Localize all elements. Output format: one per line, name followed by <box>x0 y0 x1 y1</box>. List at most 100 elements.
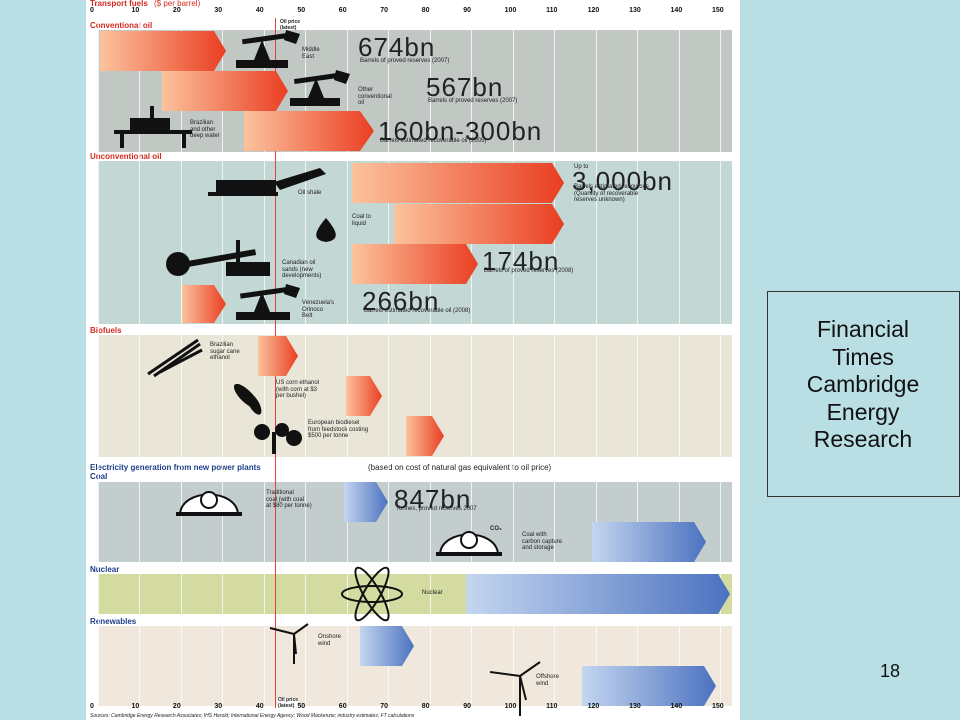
arrow-nuclear <box>466 574 730 614</box>
grid-line <box>305 18 307 704</box>
axis-tick-label: 70 <box>380 703 389 710</box>
axis-tick-label: 120 <box>587 7 600 14</box>
middle-east-sub: Barrels of proved reserves (2007) <box>360 58 450 64</box>
ccs-helmet-icon <box>436 531 502 556</box>
arrows-svg <box>100 30 730 716</box>
oil-sands-sub: Barrels of proved reserves (2008) <box>484 268 574 274</box>
oil-pump-icon-3 <box>236 284 300 320</box>
biodiesel-label: European biodiesel from feedstock costin… <box>308 420 369 440</box>
deep-water-sub: Barrels estimated recoverable oil (2005) <box>380 138 487 144</box>
other-conventional-label: Other conventional oil <box>358 87 392 107</box>
arrow-oil-sands <box>352 244 478 284</box>
oil-price-label-top: Oil price (latest) <box>280 19 301 31</box>
grid-line <box>222 18 224 704</box>
arrow-oil-shale <box>352 163 564 203</box>
coal-miner-helmet-icon <box>176 491 242 516</box>
biofuels-title: Biofuels <box>90 326 122 335</box>
caption-text: Financial Times Cambridge Energy Researc… <box>806 316 920 453</box>
trad-coal-label: Traditional coal (with coal at $80 per t… <box>266 490 312 510</box>
header-band <box>86 0 740 22</box>
onshore-turbine-icon <box>269 623 309 664</box>
axis-tick-label: 130 <box>629 7 641 14</box>
axis-tick-label: 10 <box>131 703 140 710</box>
onshore-label: Onshore wind <box>318 634 342 647</box>
offshore-label: Offshore wind <box>536 674 559 687</box>
renewables-title: Renewables <box>90 617 137 626</box>
axis-tick-label: 40 <box>255 703 264 710</box>
axis-tick-label: 100 <box>504 7 517 14</box>
arrow-offshore <box>582 666 716 706</box>
oil-sands-label: Canadian oil sands (new developments) <box>282 260 322 280</box>
header-title: Transport fuels <box>90 0 148 8</box>
grid-line <box>346 18 348 704</box>
axis-tick-label: 90 <box>463 703 471 710</box>
caption-box: Financial Times Cambridge Energy Researc… <box>767 291 960 497</box>
source-note: Sources: Cambridge Energy Research Assoc… <box>90 713 415 719</box>
electricity-title: Electricity generation from new power pl… <box>90 463 261 472</box>
axis-tick-label: 30 <box>214 703 223 710</box>
axis-tick-label: 140 <box>670 7 683 14</box>
arrow-sugarcane <box>258 336 298 376</box>
arrow-orinoco <box>182 285 226 323</box>
arrow-middle-east <box>100 31 226 71</box>
arrow-ccs-coal <box>592 522 706 562</box>
co2-label: CO₂ <box>490 526 502 532</box>
middle-east-value: 674bn <box>358 32 436 62</box>
axis-tick-label: 20 <box>172 7 181 14</box>
oil-shale-prefix: Up to <box>574 164 589 170</box>
arrow-corn <box>346 376 382 416</box>
oil-shale-value: 3,000bn <box>572 166 673 196</box>
axis-tick-label: 150 <box>712 703 724 710</box>
grid-line <box>139 18 141 704</box>
axis-tick-label: 50 <box>297 703 306 710</box>
grid-line <box>471 18 473 704</box>
arrow-deep-water <box>244 111 374 151</box>
axis-tick-label: 0 <box>90 703 94 710</box>
axis-tick-label: 150 <box>712 7 724 14</box>
sugarcane-label: Brazilian sugar cane ethanol <box>210 342 240 362</box>
arrow-biodiesel <box>406 416 444 456</box>
axis-tick-label: 110 <box>546 7 558 14</box>
oil-price-label-bottom: Oil price (latest) <box>278 697 299 709</box>
energy-cost-infographic: Transport fuels ($ per barrel) 0 10 20 30 40… <box>86 0 740 720</box>
middle-east-label: Middle East <box>302 47 320 60</box>
oil-pump-icon-2 <box>290 70 350 106</box>
sugarcane-icon <box>147 338 203 378</box>
oil-sands-value: 174bn <box>482 246 560 276</box>
axis-tick-label: 110 <box>546 703 558 710</box>
axis-tick-label: 60 <box>338 703 347 710</box>
axis-tick-label: 20 <box>172 703 181 710</box>
page-number: 18 <box>880 661 901 681</box>
coal-liquid-drop-icon <box>316 218 336 242</box>
unconventional-title: Unconventional oil <box>90 152 162 161</box>
atom-icon <box>341 566 403 622</box>
orinoco-sub: Barrels estimated recoverable oil (2008) <box>364 308 471 314</box>
arrow-coal-liquid <box>394 204 564 244</box>
axis-tick-label: 10 <box>131 7 140 14</box>
nuclear-title: Nuclear <box>90 565 120 574</box>
grid-line <box>678 18 680 704</box>
deep-water-label: Brazilian and other deep water <box>190 120 220 140</box>
axis-tick-label: 50 <box>297 7 306 14</box>
orinoco-label: Venezuela's Orinoco Belt <box>302 300 335 320</box>
coal-liquid-label: Coal to liquid <box>352 214 372 227</box>
oil-shale-label: Oil shale <box>298 190 322 196</box>
excavator-icon <box>208 168 326 196</box>
oil-sands-icon <box>166 240 270 276</box>
trad-coal-sub: Tonnes, proved reserves 2007 <box>396 506 477 512</box>
trad-coal-value: 847bn <box>394 484 472 514</box>
axis-tick-label: 30 <box>214 7 223 14</box>
axis-tick-label: 40 <box>255 7 264 14</box>
grid-line <box>720 18 721 704</box>
grid-line <box>429 18 431 704</box>
arrow-onshore <box>360 626 414 666</box>
axis-tick-label: 80 <box>421 703 430 710</box>
deep-water-value: 160bn-300bn <box>378 116 543 146</box>
axis-tick-label: 60 <box>338 7 347 14</box>
header-unit: ($ per barrel) <box>154 0 201 8</box>
axis-tick-label: 100 <box>504 703 517 710</box>
axis-tick-label: 130 <box>629 703 641 710</box>
orinoco-value: 266bn <box>362 286 440 316</box>
axis-tick-label: 90 <box>463 7 471 14</box>
